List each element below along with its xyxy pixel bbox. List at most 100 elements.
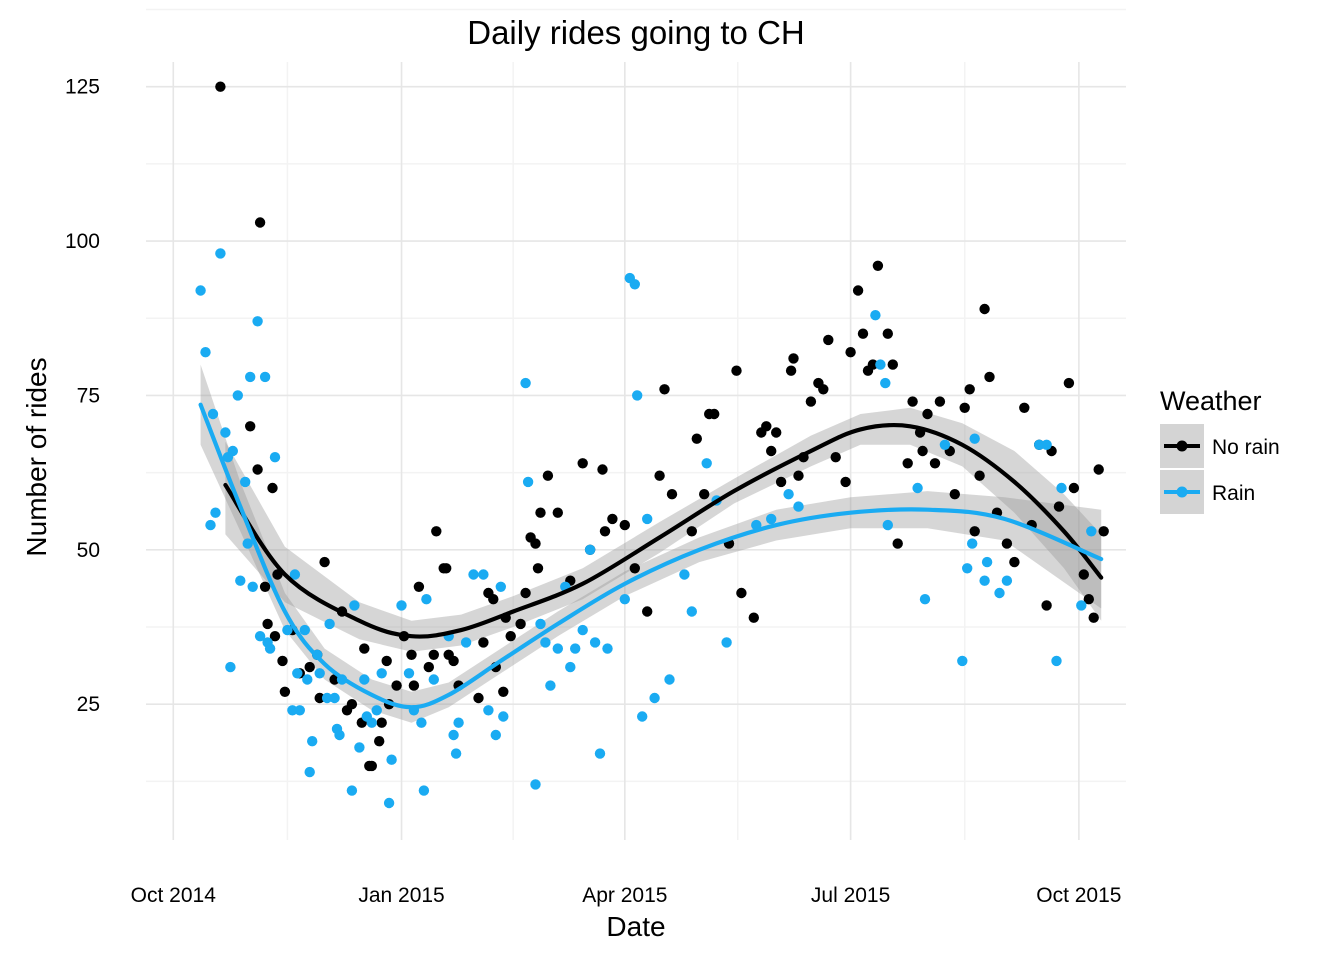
data-point-no-rain	[731, 365, 742, 376]
y-tick-label: 100	[65, 230, 100, 253]
data-point-no-rain	[840, 476, 851, 488]
y-axis-title: Number of rides	[21, 357, 52, 556]
data-point-rain	[210, 507, 221, 518]
data-point-no-rain	[279, 686, 291, 697]
data-point-no-rain	[599, 526, 611, 537]
data-point-rain	[1041, 439, 1052, 450]
data-point-no-rain	[775, 476, 787, 488]
data-point-rain	[1056, 482, 1067, 494]
data-point-rain	[619, 594, 630, 605]
data-point-no-rain	[629, 563, 640, 574]
data-point-rain	[584, 544, 596, 555]
data-point-no-rain	[969, 526, 980, 537]
data-point-no-rain	[597, 464, 608, 475]
data-point-rain	[299, 624, 310, 636]
data-point-rain	[545, 680, 556, 691]
data-point-rain	[565, 661, 576, 673]
data-point-no-rain	[818, 384, 829, 395]
data-point-rain	[967, 538, 978, 549]
data-point-rain	[552, 643, 563, 654]
data-point-no-rain	[530, 538, 541, 549]
data-point-no-rain	[1063, 377, 1075, 389]
data-point-no-rain	[552, 507, 563, 518]
data-point-rain	[235, 575, 246, 586]
data-point-rain	[252, 316, 263, 327]
x-tick-label: Oct 2015	[1036, 884, 1121, 907]
data-point-rain	[453, 717, 464, 728]
data-point-no-rain	[949, 489, 960, 500]
data-point-rain	[359, 674, 370, 685]
data-point-no-rain	[532, 563, 544, 574]
data-point-no-rain	[366, 760, 377, 772]
data-point-rain	[570, 643, 581, 654]
data-point-no-rain	[374, 736, 385, 747]
data-point-rain	[875, 359, 886, 370]
data-point-rain	[232, 390, 243, 401]
data-point-rain	[979, 575, 990, 586]
data-point-rain	[535, 618, 546, 630]
data-point-rain	[981, 556, 993, 568]
data-point-rain	[664, 674, 675, 685]
data-point-rain	[220, 427, 231, 438]
data-point-no-rain	[748, 612, 759, 623]
data-point-rain	[386, 754, 397, 765]
data-point-no-rain	[882, 328, 893, 339]
data-point-no-rain	[359, 643, 370, 654]
data-point-no-rain	[709, 408, 720, 420]
y-tick-label: 50	[77, 539, 100, 562]
data-point-rain	[1051, 655, 1062, 667]
data-point-no-rain	[262, 618, 273, 630]
data-point-no-rain	[408, 680, 420, 691]
data-point-rain	[225, 661, 236, 673]
data-point-no-rain	[691, 433, 702, 444]
data-point-no-rain	[686, 526, 697, 537]
data-point-rain	[245, 371, 256, 383]
data-point-no-rain	[654, 470, 665, 481]
data-point-rain	[428, 674, 439, 685]
data-point-rain	[289, 569, 301, 580]
data-point-rain	[679, 569, 690, 580]
data-point-no-rain	[642, 606, 653, 617]
x-tick-label: Jul 2015	[811, 884, 890, 907]
data-point-no-rain	[1083, 594, 1095, 605]
data-point-no-rain	[974, 470, 985, 481]
data-point-rain	[642, 513, 653, 525]
data-point-rain	[366, 717, 377, 728]
data-point-rain	[783, 489, 794, 500]
data-point-no-rain	[788, 353, 799, 364]
data-point-no-rain	[872, 260, 884, 271]
data-point-no-rain	[498, 686, 509, 697]
data-point-rain	[383, 797, 395, 809]
data-point-no-rain	[922, 408, 933, 420]
data-point-rain	[594, 748, 606, 759]
data-point-no-rain	[857, 328, 869, 339]
trend-line-rain	[198, 402, 1104, 710]
legend-label-rain: Rain	[1212, 482, 1255, 505]
data-point-no-rain	[1041, 600, 1052, 611]
data-point-no-rain	[245, 421, 256, 432]
data-point-no-rain	[917, 445, 928, 457]
data-point-rain	[254, 631, 266, 642]
data-point-rain	[376, 668, 387, 679]
chart-title: Daily rides going to CH	[467, 14, 804, 51]
data-point-rain	[602, 643, 613, 654]
x-axis-title: Date	[606, 911, 665, 942]
data-point-rain	[632, 390, 643, 401]
data-point-rain	[522, 476, 534, 488]
data-point-rain	[282, 624, 293, 636]
data-point-rain	[1086, 526, 1097, 537]
data-point-rain	[448, 729, 459, 741]
data-point-rain	[242, 538, 253, 549]
data-point-no-rain	[473, 692, 484, 704]
data-point-rain	[721, 637, 732, 648]
data-point-no-rain	[979, 303, 990, 315]
data-point-no-rain	[984, 371, 995, 383]
data-point-no-rain	[269, 631, 281, 642]
data-point-no-rain	[441, 563, 452, 574]
data-point-no-rain	[785, 365, 797, 376]
legend-label-no-rain: No rain	[1212, 436, 1280, 459]
trend-lines	[198, 402, 1104, 710]
data-point-rain	[307, 736, 318, 747]
y-tick-label: 75	[77, 384, 100, 407]
